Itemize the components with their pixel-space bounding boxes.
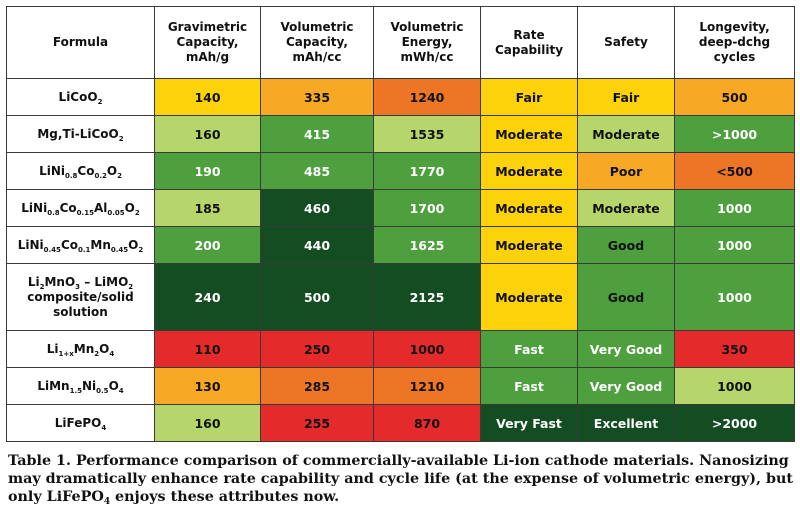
rate-capability-cell: Moderate xyxy=(480,226,578,264)
longevity-cell: 1000 xyxy=(674,263,795,331)
volumetric-capacity-cell: 485 xyxy=(260,152,374,190)
safety-cell: Very Good xyxy=(577,330,675,368)
header-longevity: Longevity, deep-dchg cycles xyxy=(674,6,795,79)
formula-cell: LiFePO4 xyxy=(6,404,155,442)
volumetric-energy-cell: 1625 xyxy=(373,226,481,264)
safety-cell: Good xyxy=(577,263,675,331)
volumetric-capacity-cell: 500 xyxy=(260,263,374,331)
volumetric-capacity-cell: 285 xyxy=(260,367,374,405)
rate-capability-cell: Moderate xyxy=(480,189,578,227)
header-safety: Safety xyxy=(577,6,675,79)
rate-capability-cell: Fast xyxy=(480,330,578,368)
table-caption: Table 1. Performance comparison of comme… xyxy=(8,453,794,507)
table-row: LiNi0.8Co0.15Al0.05O2 185 460 1700 Moderate M… xyxy=(6,189,795,227)
header-volumetric-energy: Volumetric Energy, mWh/cc xyxy=(373,6,481,79)
volumetric-capacity-cell: 460 xyxy=(260,189,374,227)
longevity-cell: 1000 xyxy=(674,226,795,264)
longevity-cell: 1000 xyxy=(674,367,795,405)
table-row: Li1+xMn2O4 110 250 1000 Fast Very Good 350 xyxy=(6,330,795,368)
longevity-cell: >2000 xyxy=(674,404,795,442)
formula-cell: Li1+xMn2O4 xyxy=(6,330,155,368)
longevity-cell: 1000 xyxy=(674,189,795,227)
volumetric-energy-cell: 1240 xyxy=(373,78,481,116)
table-row: Mg,Ti-LiCoO2 160 415 1535 Moderate Moderate >1… xyxy=(6,115,795,153)
gravimetric-capacity-cell: 240 xyxy=(154,263,261,331)
gravimetric-capacity-cell: 190 xyxy=(154,152,261,190)
volumetric-capacity-cell: 335 xyxy=(260,78,374,116)
safety-cell: Very Good xyxy=(577,367,675,405)
safety-cell: Excellent xyxy=(577,404,675,442)
safety-cell: Moderate xyxy=(577,189,675,227)
gravimetric-capacity-cell: 130 xyxy=(154,367,261,405)
header-rate-capability: Rate Capability xyxy=(480,6,578,79)
gravimetric-capacity-cell: 160 xyxy=(154,404,261,442)
gravimetric-capacity-cell: 185 xyxy=(154,189,261,227)
volumetric-energy-cell: 1210 xyxy=(373,367,481,405)
gravimetric-capacity-cell: 160 xyxy=(154,115,261,153)
safety-cell: Fair xyxy=(577,78,675,116)
longevity-cell: <500 xyxy=(674,152,795,190)
longevity-cell: 500 xyxy=(674,78,795,116)
header-row: Formula Gravimetric Capacity, mAh/g Volu… xyxy=(6,6,795,79)
volumetric-energy-cell: 1000 xyxy=(373,330,481,368)
table-row: LiCoO2 140 335 1240 Fair Fair 500 xyxy=(6,78,795,116)
rate-capability-cell: Fair xyxy=(480,78,578,116)
rate-capability-cell: Moderate xyxy=(480,152,578,190)
volumetric-energy-cell: 1770 xyxy=(373,152,481,190)
volumetric-capacity-cell: 255 xyxy=(260,404,374,442)
rate-capability-cell: Very Fast xyxy=(480,404,578,442)
volumetric-energy-cell: 1700 xyxy=(373,189,481,227)
formula-cell: LiMn1.5Ni0.5O4 xyxy=(6,367,155,405)
table-row: LiNi0.8Co0.2O2 190 485 1770 Moderate Poor <500 xyxy=(6,152,795,190)
volumetric-energy-cell: 2125 xyxy=(373,263,481,331)
gravimetric-capacity-cell: 200 xyxy=(154,226,261,264)
volumetric-capacity-cell: 415 xyxy=(260,115,374,153)
formula-cell: Mg,Ti-LiCoO2 xyxy=(6,115,155,153)
gravimetric-capacity-cell: 140 xyxy=(154,78,261,116)
table-body: LiCoO2 140 335 1240 Fair Fair 500 Mg,Ti-LiCoO2 1… xyxy=(6,78,795,442)
table-row: LiMn1.5Ni0.5O4 130 285 1210 Fast Very Good 100… xyxy=(6,367,795,405)
longevity-cell: 350 xyxy=(674,330,795,368)
formula-cell: LiNi0.8Co0.2O2 xyxy=(6,152,155,190)
volumetric-energy-cell: 870 xyxy=(373,404,481,442)
longevity-cell: >1000 xyxy=(674,115,795,153)
safety-cell: Poor xyxy=(577,152,675,190)
table-row: LiFePO4 160 255 870 Very Fast Excellent >2000 xyxy=(6,404,795,442)
safety-cell: Moderate xyxy=(577,115,675,153)
volumetric-capacity-cell: 440 xyxy=(260,226,374,264)
header-volumetric-capacity: Volumetric Capacity, mAh/cc xyxy=(260,6,374,79)
rate-capability-cell: Moderate xyxy=(480,263,578,331)
header-gravimetric-capacity: Gravimetric Capacity, mAh/g xyxy=(154,6,261,79)
volumetric-capacity-cell: 250 xyxy=(260,330,374,368)
rate-capability-cell: Fast xyxy=(480,367,578,405)
cathode-comparison-table: Formula Gravimetric Capacity, mAh/g Volu… xyxy=(6,6,795,442)
formula-cell: LiNi0.8Co0.15Al0.05O2 xyxy=(6,189,155,227)
table-row: LiNi0.45Co0.1Mn0.45O2 200 440 1625 Moderate G… xyxy=(6,226,795,264)
safety-cell: Good xyxy=(577,226,675,264)
table-row: Li2MnO3 – LiMO2 composite/solid solution… xyxy=(6,263,795,331)
formula-cell: Li2MnO3 – LiMO2 composite/solid solution xyxy=(6,263,155,331)
rate-capability-cell: Moderate xyxy=(480,115,578,153)
formula-cell: LiNi0.45Co0.1Mn0.45O2 xyxy=(6,226,155,264)
formula-cell: LiCoO2 xyxy=(6,78,155,116)
gravimetric-capacity-cell: 110 xyxy=(154,330,261,368)
header-formula: Formula xyxy=(6,6,155,79)
volumetric-energy-cell: 1535 xyxy=(373,115,481,153)
